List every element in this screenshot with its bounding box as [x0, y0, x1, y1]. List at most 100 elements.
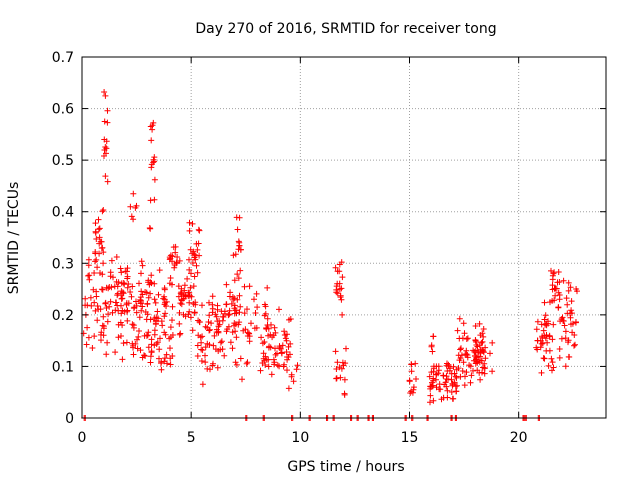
- data-point: [263, 356, 270, 363]
- data-point: [252, 310, 259, 316]
- data-point: [99, 286, 106, 293]
- data-point: [104, 119, 111, 126]
- data-point: [568, 298, 575, 305]
- data-point: [542, 321, 549, 328]
- data-point: [220, 314, 227, 320]
- data-point: [143, 289, 150, 296]
- data-point: [167, 275, 174, 281]
- data-point: [236, 239, 243, 246]
- data-point: [472, 337, 479, 343]
- data-point: [151, 158, 158, 165]
- data-point: [231, 302, 238, 309]
- data-point: [218, 338, 225, 345]
- data-point: [445, 376, 451, 383]
- data-point: [219, 346, 226, 353]
- data-point: [413, 376, 419, 382]
- data-point: [480, 349, 487, 356]
- data-point: [246, 333, 253, 340]
- data-point: [151, 280, 158, 287]
- data-point: [444, 387, 451, 394]
- data-point: [230, 252, 237, 259]
- data-point: [131, 304, 138, 311]
- data-point: [259, 340, 266, 347]
- data-point: [193, 262, 200, 269]
- data-point: [84, 324, 91, 331]
- data-point: [118, 333, 124, 339]
- data-point: [181, 282, 188, 289]
- data-point: [162, 299, 168, 306]
- data-point: [338, 296, 345, 303]
- data-point: [287, 340, 294, 347]
- data-point: [551, 269, 558, 276]
- data-point: [231, 277, 238, 284]
- data-point: [271, 324, 278, 331]
- data-point: [463, 347, 470, 354]
- data-point: [480, 326, 487, 332]
- data-point: [204, 365, 211, 372]
- data-point: [136, 280, 142, 287]
- data-point: [196, 252, 203, 259]
- data-point: [187, 284, 194, 291]
- data-point: [137, 300, 144, 307]
- data-point: [199, 333, 206, 340]
- data-point: [188, 270, 194, 277]
- data-point: [118, 310, 125, 317]
- data-point: [206, 299, 212, 306]
- data-point: [541, 299, 548, 306]
- data-point: [550, 270, 557, 277]
- data-point: [447, 365, 454, 372]
- data-point: [181, 287, 188, 294]
- data-point: [477, 357, 483, 364]
- data-point: [127, 289, 134, 295]
- data-point: [458, 345, 464, 352]
- data-point: [161, 313, 168, 320]
- data-point: [277, 345, 284, 352]
- data-point: [202, 344, 209, 351]
- data-point: [167, 345, 173, 352]
- data-point: [85, 334, 92, 341]
- data-point: [156, 267, 163, 274]
- data-point: [100, 249, 107, 256]
- data-point: [103, 150, 109, 157]
- data-point: [199, 302, 205, 309]
- data-point: [573, 286, 580, 292]
- data-point: [186, 219, 193, 226]
- data-point: [130, 322, 137, 329]
- data-point: [433, 371, 440, 378]
- data-point: [92, 307, 99, 314]
- data-point: [569, 320, 576, 327]
- data-point: [107, 298, 114, 305]
- data-point: [251, 296, 257, 303]
- data-point: [192, 256, 199, 263]
- data-point: [83, 341, 90, 348]
- data-point: [115, 307, 122, 314]
- data-point: [98, 286, 105, 293]
- data-point: [279, 342, 286, 349]
- data-point: [284, 367, 290, 374]
- data-point: [556, 354, 563, 361]
- data-point: [104, 178, 111, 185]
- data-point: [433, 376, 439, 383]
- data-point: [169, 317, 175, 324]
- data-point: [543, 347, 550, 354]
- data-point: [104, 318, 111, 325]
- data-point: [408, 388, 415, 395]
- data-point: [270, 356, 277, 363]
- data-point: [190, 283, 197, 290]
- data-point: [473, 358, 480, 365]
- data-point: [406, 378, 413, 385]
- data-point: [189, 220, 196, 227]
- data-point: [456, 357, 463, 364]
- data-point: [479, 338, 486, 345]
- data-point: [237, 355, 244, 362]
- data-point: [225, 323, 232, 330]
- data-point: [136, 328, 142, 334]
- data-point: [88, 302, 95, 309]
- data-point: [461, 330, 468, 337]
- data-point: [189, 327, 196, 334]
- data-point: [261, 339, 268, 345]
- data-point: [156, 346, 163, 353]
- data-point: [212, 311, 219, 318]
- data-point: [261, 312, 268, 319]
